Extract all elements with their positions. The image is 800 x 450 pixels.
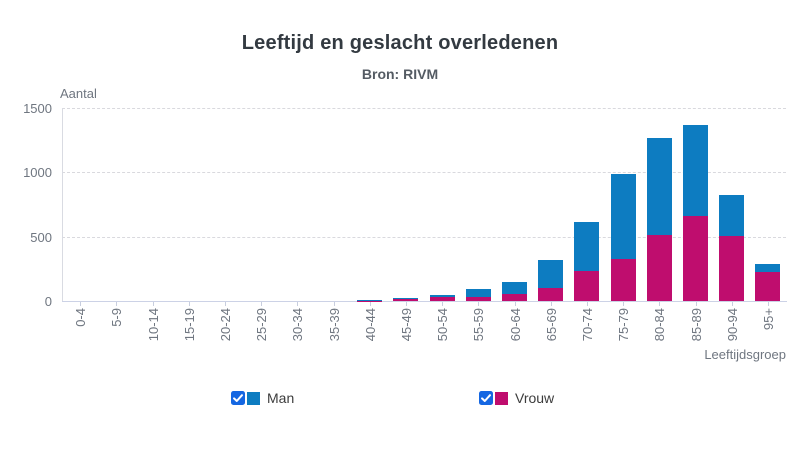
legend-item-vrouw[interactable]: Vrouw	[479, 389, 554, 407]
x-axis-tick	[731, 302, 733, 306]
bar-man-50-54[interactable]	[429, 295, 455, 298]
y-axis-tick-label: 1000	[23, 165, 52, 181]
x-axis-tick	[369, 302, 371, 306]
bar-vrouw-70-74[interactable]	[574, 270, 600, 301]
bar-man-95+[interactable]	[755, 263, 781, 273]
bar-man-65-69[interactable]	[538, 259, 564, 288]
bar-man-70-74[interactable]	[574, 221, 600, 271]
x-axis-label: 0-4	[73, 308, 89, 327]
x-axis-label: 95+	[760, 308, 776, 331]
y-axis-line	[62, 108, 63, 301]
bar-vrouw-60-64[interactable]	[502, 294, 527, 301]
man-checkbox[interactable]	[231, 391, 245, 405]
y-axis-tick-label: 500	[30, 229, 52, 245]
bar-vrouw-95+[interactable]	[755, 272, 781, 301]
bar-man-85-89[interactable]	[683, 125, 708, 217]
x-axis-label: 5-9	[109, 308, 125, 327]
bar-man-55-59[interactable]	[465, 289, 491, 297]
bar-man-80-84[interactable]	[646, 138, 672, 235]
legend-item-man[interactable]: Man	[231, 389, 294, 407]
x-axis-tick	[514, 302, 516, 306]
x-axis-tick	[333, 302, 335, 306]
x-axis-label: 80-84	[652, 308, 668, 342]
x-axis-label: 90-94	[724, 308, 740, 342]
x-axis-tick	[767, 302, 769, 306]
y-axis-title: Aantal	[60, 86, 97, 101]
x-axis-tick	[116, 302, 118, 306]
checkmark-icon	[233, 394, 243, 402]
y-axis-tick-label: 1500	[23, 101, 52, 116]
bar-vrouw-80-84[interactable]	[646, 234, 672, 301]
x-axis-label: 10-14	[145, 308, 161, 342]
gridline-500	[62, 236, 786, 238]
x-axis-tick	[405, 302, 407, 306]
bar-vrouw-90-94[interactable]	[719, 236, 745, 301]
bar-vrouw-85-89[interactable]	[683, 216, 708, 301]
bar-vrouw-75-79[interactable]	[610, 259, 636, 301]
x-axis-label: 55-59	[471, 308, 487, 342]
man-color-swatch	[247, 391, 260, 405]
bar-vrouw-50-54[interactable]	[429, 297, 455, 301]
x-axis-label: 75-79	[616, 308, 632, 342]
x-axis-tick	[695, 302, 697, 306]
x-axis-tick	[297, 302, 299, 306]
x-axis-label: 30-34	[290, 308, 306, 342]
x-axis-label: 50-54	[435, 308, 451, 342]
chart-title: Leeftijd en geslacht overledenen	[241, 32, 559, 54]
legend-label-man: Man	[267, 390, 295, 406]
bar-man-75-79[interactable]	[610, 173, 636, 260]
x-axis-tick	[261, 302, 263, 306]
gridline-1500	[62, 108, 786, 109]
x-axis-line	[62, 301, 787, 302]
vrouw-checkbox[interactable]	[479, 391, 493, 405]
bar-man-60-64[interactable]	[502, 282, 527, 295]
vrouw-color-swatch	[495, 391, 508, 405]
x-axis-label: 45-49	[398, 308, 414, 342]
x-axis-tick	[224, 302, 226, 306]
bar-vrouw-55-59[interactable]	[465, 296, 491, 301]
x-axis-tick	[550, 302, 552, 306]
x-axis-tick	[442, 302, 444, 306]
x-axis-tick	[586, 302, 588, 306]
x-axis-tick	[80, 302, 82, 306]
x-axis-label: 20-24	[217, 308, 233, 342]
x-axis-label: 15-19	[181, 308, 197, 342]
x-axis-label: 40-44	[362, 308, 378, 342]
x-axis-tick	[478, 302, 480, 306]
bar-vrouw-65-69[interactable]	[538, 287, 564, 301]
bar-man-90-94[interactable]	[719, 195, 745, 236]
x-axis-tick	[623, 302, 625, 306]
y-axis-tick-label: 0	[44, 294, 52, 309]
x-axis-label: 60-64	[507, 308, 523, 342]
bar-vrouw-45-49[interactable]	[393, 299, 419, 301]
chart-subtitle: Bron: RIVM	[361, 66, 439, 82]
x-axis-title: Leeftijdsgroep	[704, 347, 786, 362]
x-axis-tick	[659, 302, 661, 306]
x-axis-label: 25-29	[254, 308, 270, 342]
x-axis-label: 85-89	[688, 308, 704, 342]
checkmark-icon	[481, 394, 491, 402]
bar-man-45-49[interactable]	[393, 297, 419, 300]
x-axis-tick	[152, 302, 154, 306]
legend-label-vrouw: Vrouw	[515, 390, 555, 406]
x-axis-label: 35-39	[326, 308, 342, 342]
x-axis-label: 65-69	[543, 308, 559, 342]
x-axis-label: 70-74	[579, 308, 595, 342]
gridline-1000	[62, 172, 786, 174]
x-axis-tick	[188, 302, 190, 306]
